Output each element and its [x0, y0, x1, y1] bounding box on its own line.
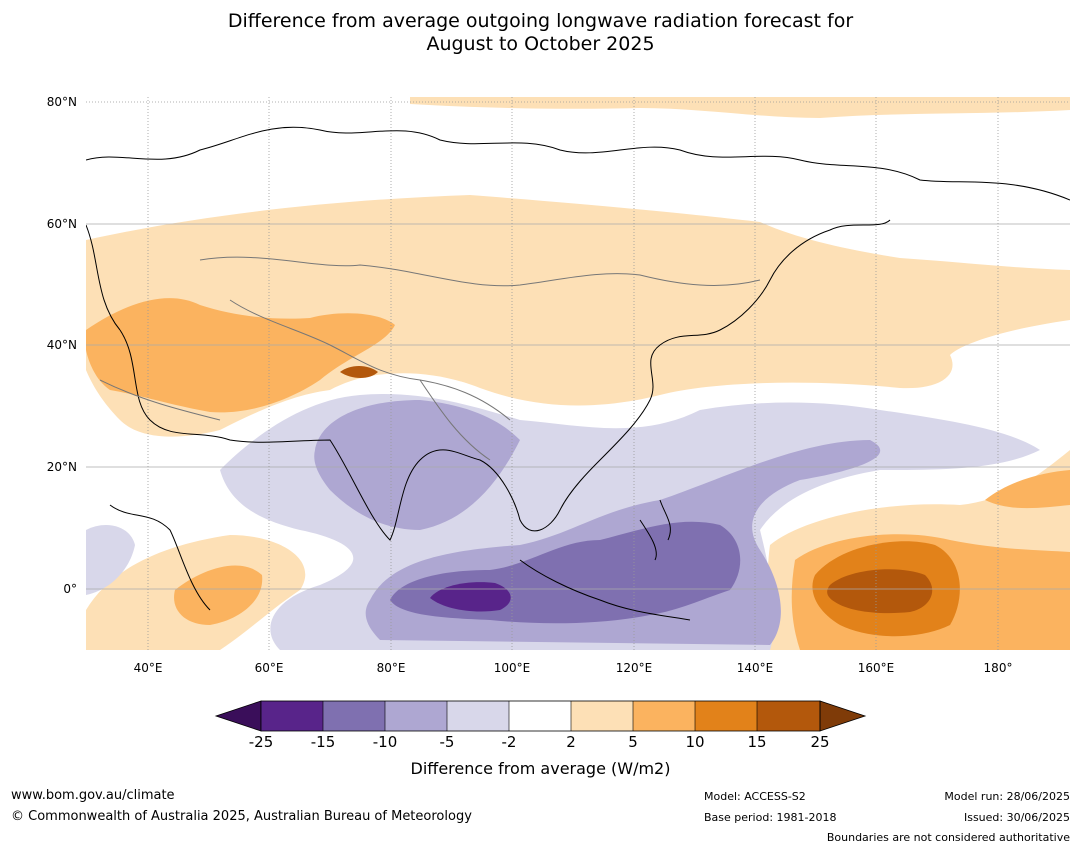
anomaly-region-west-pacific-2-5	[800, 300, 886, 342]
colorbar-tick: 25	[810, 733, 830, 751]
model-text: Model: ACCESS-S2	[704, 790, 806, 803]
colorbar-swatch	[757, 701, 820, 731]
colorbar-tick: -15	[310, 733, 336, 751]
colorbar-swatch	[633, 701, 695, 731]
model-run-text: Model run: 28/06/2025	[944, 790, 1070, 803]
lat-label-20n: 20°N	[46, 460, 77, 474]
lat-label-0: 0°	[63, 582, 77, 596]
anomaly-region-africa-5-10	[174, 565, 263, 625]
website-link[interactable]: www.bom.gov.au/climate	[11, 788, 175, 803]
lon-label-180: 180°	[983, 661, 1013, 675]
colorbar-extend-min	[214, 700, 262, 732]
graticule	[86, 97, 1070, 650]
lat-label-80n: 80°N	[46, 95, 77, 109]
lon-label-120e: 120°E	[615, 661, 653, 675]
copyright-text: © Commonwealth of Australia 2025, Austra…	[11, 809, 472, 824]
colorbar-label: Difference from average (W/m2)	[410, 759, 671, 778]
anomaly-region-central-asia-5-10	[86, 298, 395, 413]
lon-label-40e: 40°E	[133, 661, 163, 675]
colorbar-swatch	[447, 701, 509, 731]
lon-label-140e: 140°E	[736, 661, 774, 675]
colorbar-swatch	[571, 701, 633, 731]
disclaimer-text: Boundaries are not considered authoritat…	[826, 831, 1070, 844]
anomaly-region-tibet-15-25	[340, 366, 378, 378]
colorbar-swatch	[695, 701, 757, 731]
country-borders	[99, 256, 761, 461]
lon-label-160e: 160°E	[857, 661, 895, 675]
anomaly-region-india-bay-minus10-minus5	[314, 400, 520, 530]
colorbar-tick: -2	[501, 733, 517, 751]
colorbar-tick: 5	[628, 733, 638, 751]
colorbar-swatch	[385, 701, 447, 731]
lat-label-60n: 60°N	[46, 217, 77, 231]
issued-text: Issued: 30/06/2025	[963, 811, 1070, 824]
anomaly-region-west-indian-ocean-minus5-minus2	[86, 525, 135, 595]
colorbar-tick: -5	[439, 733, 455, 751]
lon-label-80e: 80°E	[376, 661, 406, 675]
colorbar-tick: -10	[372, 733, 398, 751]
colorbar-swatch	[261, 701, 323, 731]
anomaly-region-pacific-15-25	[827, 569, 933, 614]
lat-label-40n: 40°N	[46, 338, 77, 352]
colorbar-swatch	[509, 701, 571, 731]
anomaly-region-ne-pacific-5-10	[985, 470, 1070, 509]
title-line-1: Difference from average outgoing longwav…	[227, 10, 854, 32]
title-line-2: August to October 2025	[426, 33, 655, 55]
colorbar-tick: 10	[685, 733, 705, 751]
colorbar-tick: -25	[248, 733, 274, 751]
anomaly-region-sumatra-minus25-minus15	[430, 582, 511, 612]
map-fill-layer	[86, 97, 1070, 650]
colorbar-tick: 15	[747, 733, 767, 751]
coastlines	[86, 126, 1070, 621]
colorbar-tick: 2	[566, 733, 576, 751]
lon-label-60e: 60°E	[254, 661, 284, 675]
chart-title: Difference from average outgoing longwav…	[0, 10, 1081, 56]
anomaly-region-eurasia-2-5	[86, 195, 1070, 437]
colorbar-dividers	[322, 701, 758, 731]
colorbar-outline	[260, 700, 821, 732]
colorbar-swatch	[323, 701, 385, 731]
base-period-text: Base period: 1981-2018	[704, 811, 837, 824]
lon-label-100e: 100°E	[493, 661, 531, 675]
colorbar	[214, 700, 867, 732]
colorbar-extend-max	[819, 700, 867, 732]
